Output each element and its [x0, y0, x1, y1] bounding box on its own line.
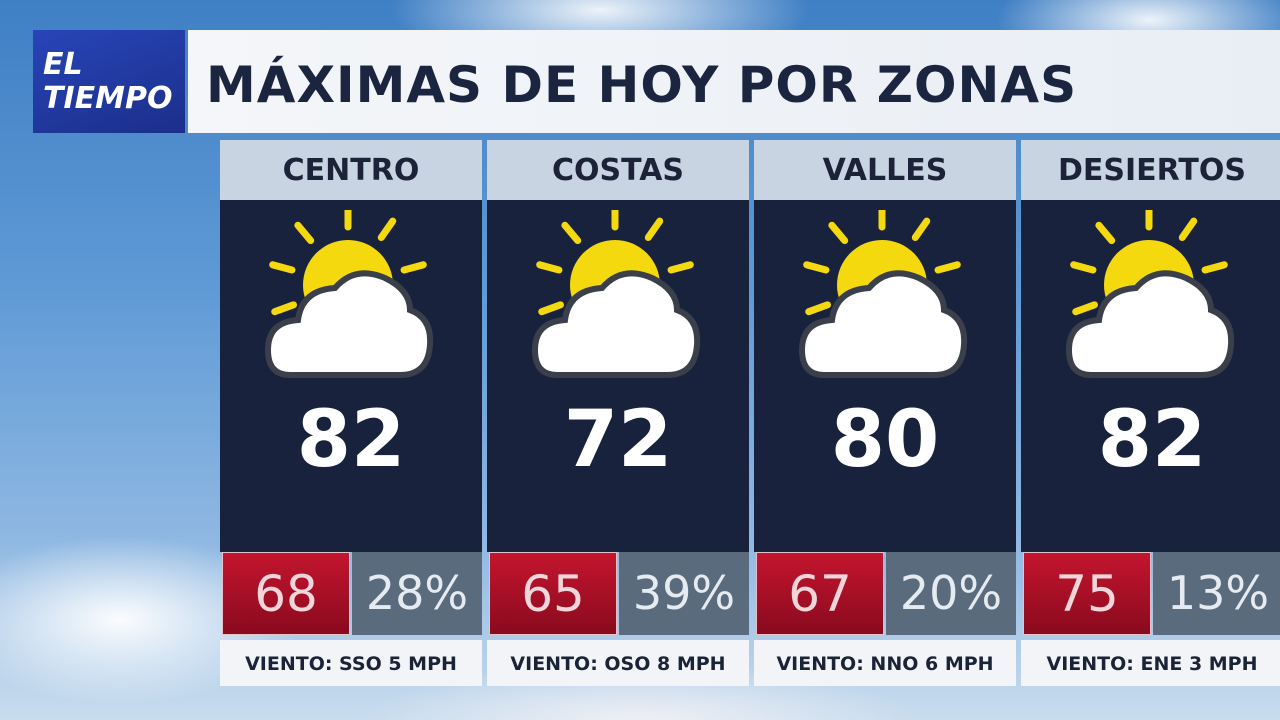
zone-column: CENTRO 82 68 28% VIENTO: SSO 5 MPH: [220, 140, 482, 686]
humidity: 20%: [886, 552, 1016, 635]
logo-line: EL: [43, 47, 83, 82]
zone-column: COSTAS 72 65 39% VIENTO: OSO 8 MPH: [487, 140, 749, 686]
humidity: 13%: [1153, 552, 1280, 635]
zone-name: DESIERTOS: [1021, 140, 1280, 200]
logo-line: TIEMPO: [43, 81, 173, 116]
low-temp: 67: [756, 552, 884, 635]
weather-icon: [264, 210, 434, 378]
low-temp: 75: [1023, 552, 1151, 635]
title-bar: MÁXIMAS DE HOY POR ZONAS: [188, 30, 1280, 133]
zone-name: VALLES: [754, 140, 1016, 200]
weather-icon: [531, 210, 701, 378]
weather-icon: [1065, 210, 1235, 378]
high-temp: 82: [296, 395, 406, 485]
zone-panel: [487, 200, 749, 552]
zone-name: COSTAS: [487, 140, 749, 200]
zone-name: CENTRO: [220, 140, 482, 200]
low-temp: 65: [489, 552, 617, 635]
zone-panel: [1021, 200, 1280, 552]
wind: VIENTO: ENE 3 MPH: [1021, 640, 1280, 686]
logo: EL TIEMPO: [33, 30, 185, 133]
high-temp: 82: [1097, 395, 1207, 485]
humidity: 39%: [619, 552, 749, 635]
zone-panel: [754, 200, 1016, 552]
weather-icon: [798, 210, 968, 378]
humidity: 28%: [352, 552, 482, 635]
zone-column: VALLES 80 67 20% VIENTO: NNO 6 MPH: [754, 140, 1016, 686]
wind: VIENTO: OSO 8 MPH: [487, 640, 749, 686]
low-temp: 68: [222, 552, 350, 635]
wind: VIENTO: SSO 5 MPH: [220, 640, 482, 686]
high-temp: 72: [563, 395, 673, 485]
zone-panel: [220, 200, 482, 552]
title: MÁXIMAS DE HOY POR ZONAS: [206, 56, 1078, 114]
high-temp: 80: [830, 395, 940, 485]
zone-column: DESIERTOS 82 75 13% VIENTO: ENE 3 MPH: [1021, 140, 1280, 686]
wind: VIENTO: NNO 6 MPH: [754, 640, 1016, 686]
